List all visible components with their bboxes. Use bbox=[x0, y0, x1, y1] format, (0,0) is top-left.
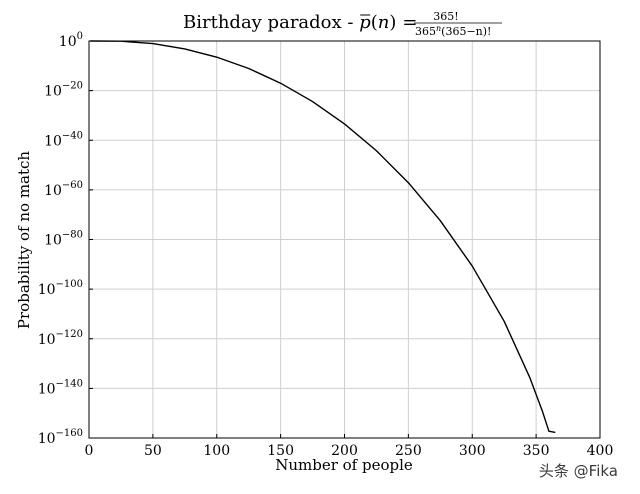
plot-frame bbox=[88, 40, 601, 439]
y-axis-ticks: 100 10−20 10−40 10−60 10−80 10−100 10−120 10−14… bbox=[38, 31, 93, 447]
x-tick-label: 150 bbox=[267, 443, 294, 459]
x-tick-label: 250 bbox=[395, 443, 422, 459]
title-fraction-denominator: 365n(365−n)! bbox=[415, 24, 491, 38]
y-tick-label: 10−160 bbox=[38, 428, 83, 447]
x-tick-label: 50 bbox=[144, 443, 162, 459]
y-tick-label: 10−20 bbox=[44, 81, 83, 100]
x-tick-label: 100 bbox=[203, 443, 230, 459]
y-axis-label: Probability of no match bbox=[15, 151, 33, 330]
y-tick-label: 10−120 bbox=[38, 329, 83, 348]
x-tick-label: 350 bbox=[523, 443, 550, 459]
y-tick-label: 10−140 bbox=[38, 378, 83, 397]
watermark: 头条 @Fika bbox=[538, 462, 618, 480]
x-axis-label: Number of people bbox=[275, 456, 413, 474]
chart-title: Birthday paradox - p(n) = bbox=[183, 12, 417, 33]
x-tick-label: 400 bbox=[587, 443, 614, 459]
x-tick-label: 200 bbox=[331, 443, 358, 459]
x-axis-ticks: 0 50 100 150 200 250 300 350 400 bbox=[85, 434, 614, 459]
title-fraction-numerator: 365! bbox=[433, 10, 458, 23]
x-tick-label: 0 bbox=[85, 443, 94, 459]
y-tick-label: 10−60 bbox=[44, 180, 83, 199]
grid-lines bbox=[89, 41, 600, 438]
x-tick-label: 300 bbox=[459, 443, 486, 459]
y-tick-label: 10−80 bbox=[44, 230, 83, 249]
y-tick-label: 100 bbox=[59, 31, 83, 50]
series-line bbox=[90, 40, 556, 434]
y-tick-label: 10−40 bbox=[44, 130, 83, 149]
series-group bbox=[90, 40, 556, 434]
y-tick-label: 10−100 bbox=[38, 279, 83, 298]
